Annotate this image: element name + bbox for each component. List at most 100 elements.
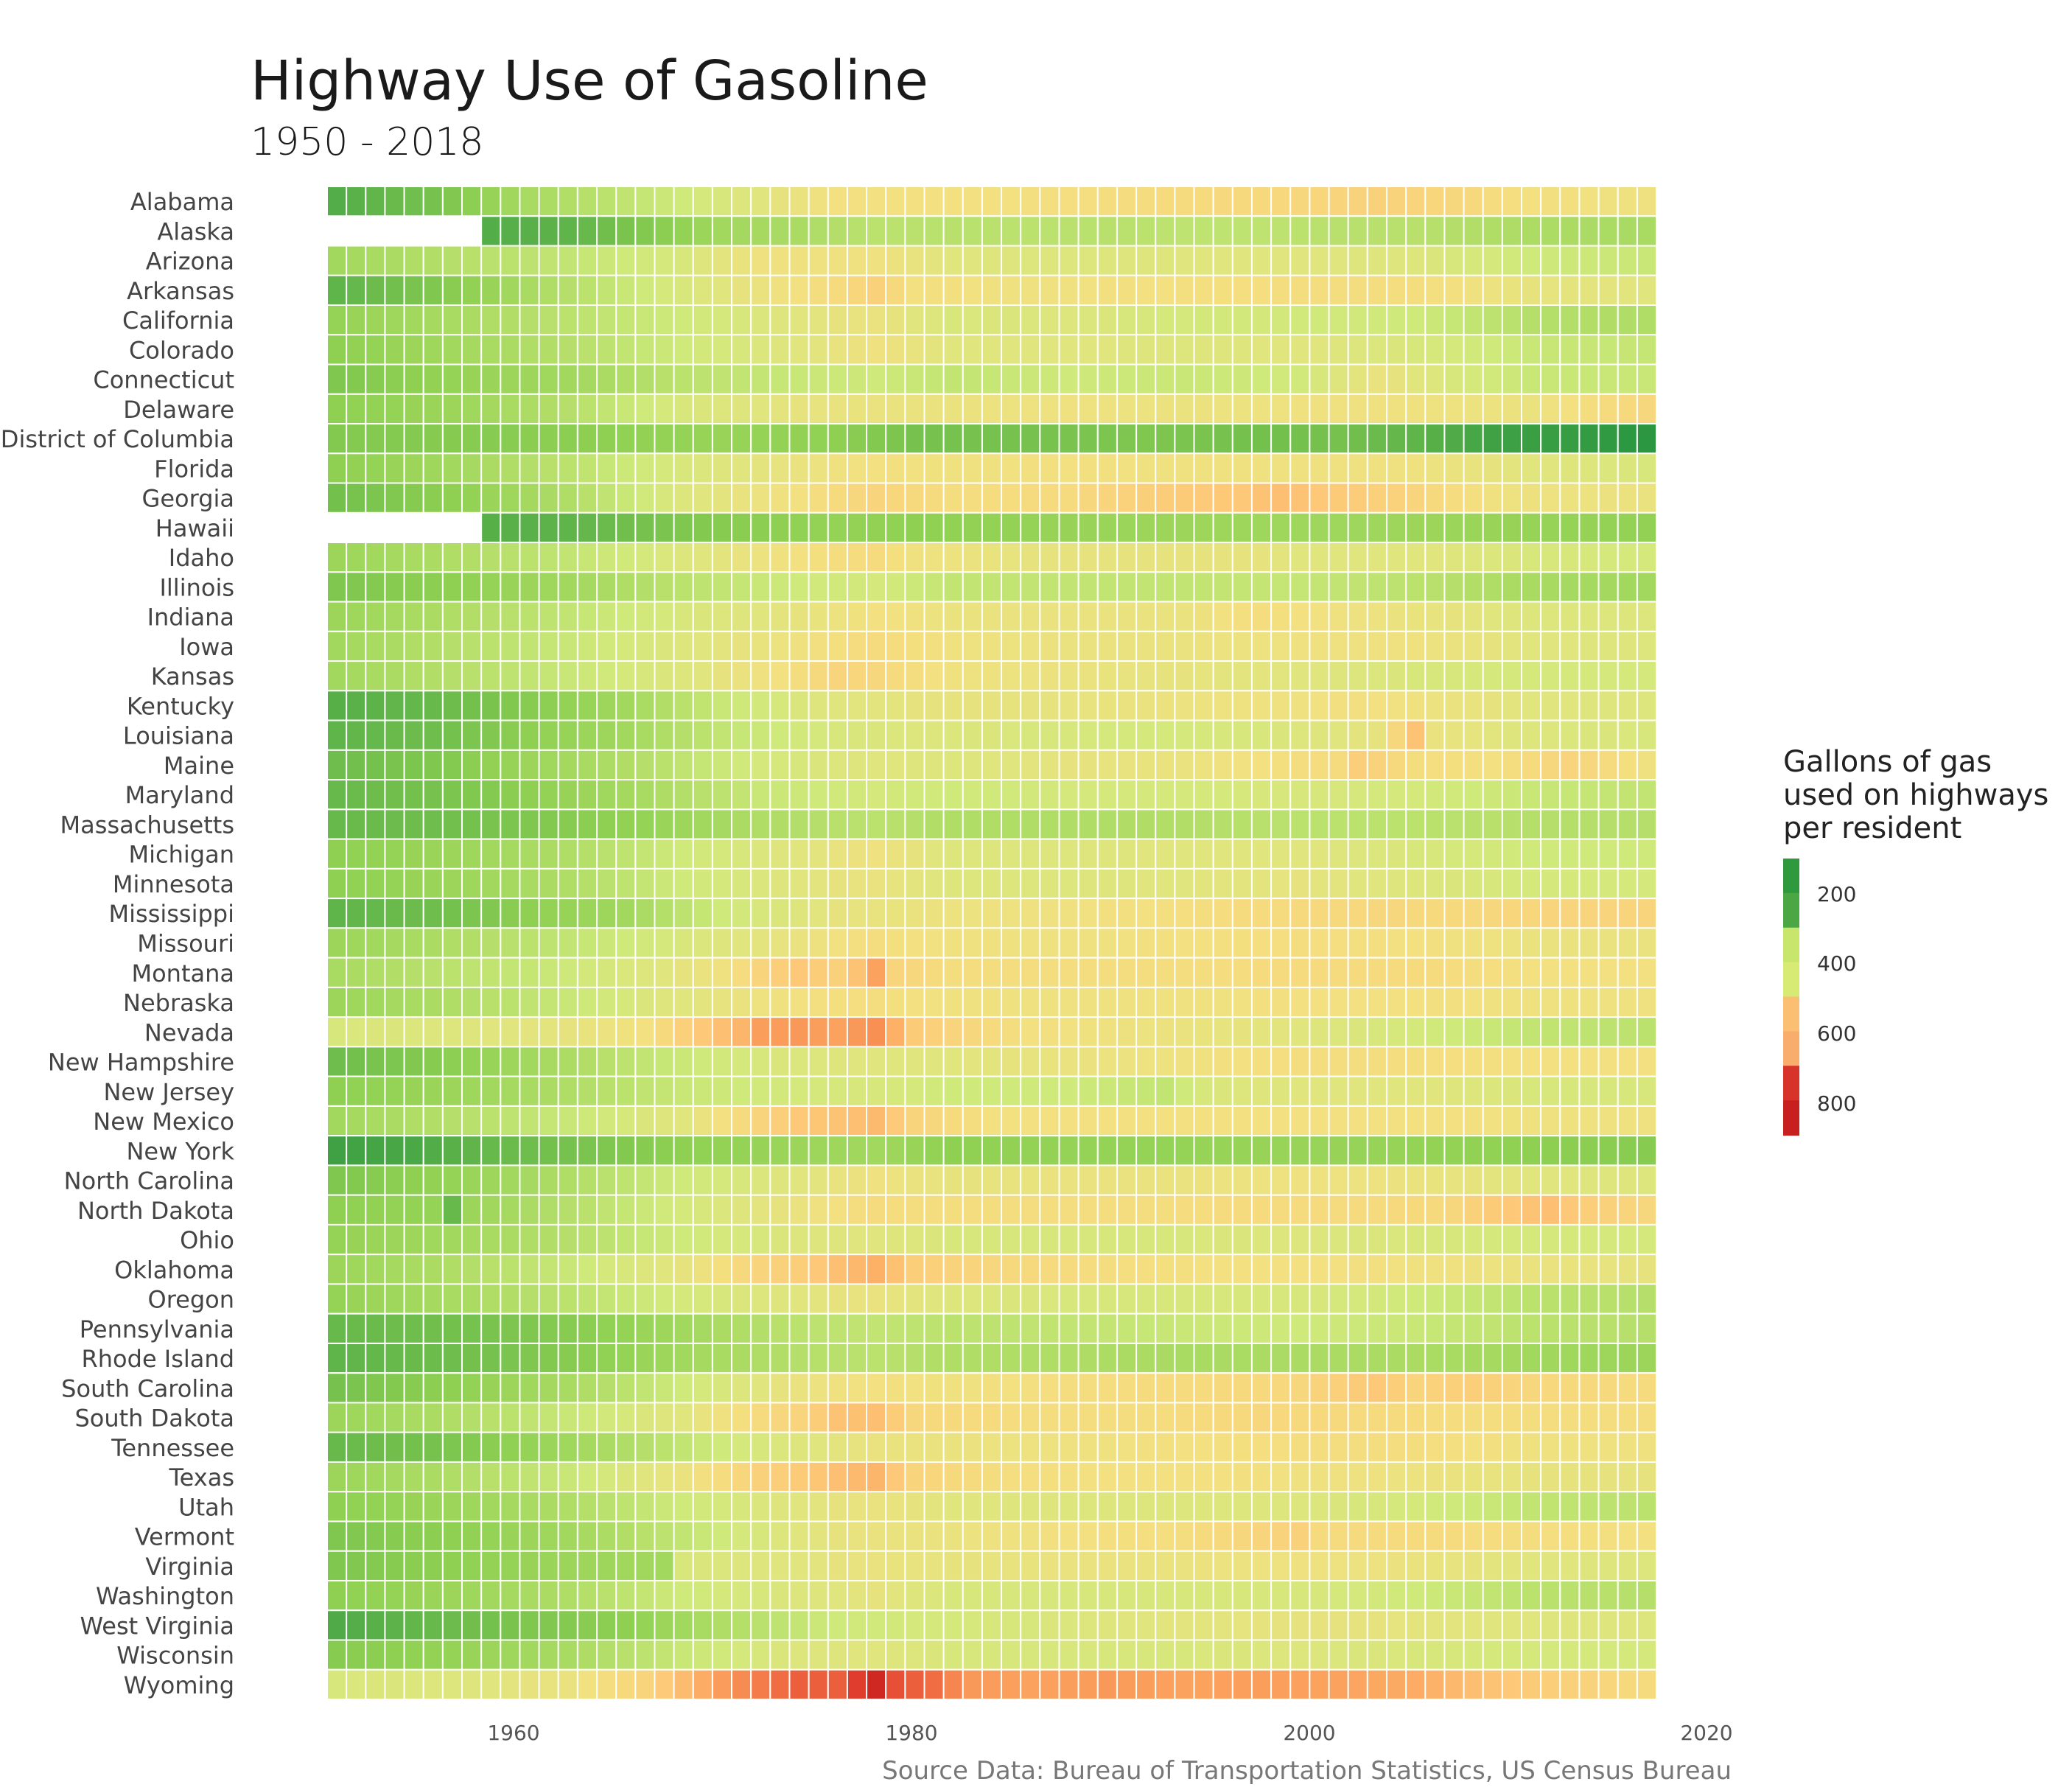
heatmap-cell (808, 1372, 829, 1404)
heatmap-cell (866, 1579, 887, 1612)
heatmap-cell (731, 660, 752, 692)
heatmap-cell (923, 749, 945, 781)
heatmap-cell (384, 749, 405, 781)
heatmap-cell (827, 986, 848, 1018)
heatmap-cell (788, 1342, 810, 1374)
heatmap-cell (1366, 571, 1387, 603)
heatmap-cell (634, 957, 656, 988)
heatmap-cell (1212, 1223, 1233, 1256)
row-label: Illinois (159, 573, 234, 601)
heatmap-cell (1058, 808, 1079, 840)
heatmap-cell (1020, 1254, 1041, 1285)
heatmap-cell (1289, 1579, 1311, 1612)
heatmap-cell (923, 1164, 945, 1196)
heatmap-cell (827, 660, 848, 692)
heatmap-cell (384, 1579, 405, 1612)
heatmap-cell (346, 1342, 367, 1374)
heatmap-cell (923, 986, 945, 1018)
heatmap-cell (827, 1520, 848, 1552)
heatmap-cell (1463, 542, 1484, 573)
heatmap-cell (1309, 1254, 1330, 1285)
heatmap-cell (365, 1609, 386, 1641)
heatmap-cell (461, 542, 483, 573)
heatmap-cell (654, 1075, 675, 1107)
heatmap-cell (885, 1668, 906, 1701)
heatmap-cell (1270, 452, 1292, 484)
heatmap-cell (557, 423, 578, 455)
heatmap-cell (1001, 898, 1022, 929)
heatmap-cell (519, 542, 540, 573)
heatmap-cell (1058, 1372, 1079, 1404)
heatmap-cell (576, 1254, 598, 1285)
heatmap-cell (346, 867, 367, 900)
heatmap-cell (1443, 1668, 1465, 1701)
heatmap-cell (827, 1668, 848, 1701)
heatmap-cell (1289, 1372, 1311, 1404)
heatmap-cell (1058, 749, 1079, 781)
heatmap-cell (1617, 186, 1638, 217)
heatmap-cell (1096, 1135, 1118, 1167)
heatmap-cell (769, 1550, 791, 1581)
heatmap-cell (519, 867, 540, 900)
heatmap-cell (1424, 660, 1446, 692)
heatmap-cell (461, 779, 483, 811)
heatmap-cell (480, 1372, 502, 1404)
heatmap-cell (1636, 749, 1657, 781)
heatmap-cell (1001, 1312, 1022, 1344)
heatmap-cell (1482, 1164, 1503, 1196)
heatmap-cell (1366, 867, 1387, 900)
heatmap-cell (692, 1194, 713, 1226)
heatmap-cell (596, 274, 617, 307)
heatmap-cell (1366, 542, 1387, 573)
heatmap-cell (1578, 1135, 1600, 1167)
heatmap-cell (1289, 245, 1311, 276)
heatmap-cell (1482, 749, 1503, 781)
heatmap-cell (1347, 1461, 1368, 1493)
heatmap-cell (1250, 334, 1273, 366)
heatmap-cell (1096, 749, 1118, 781)
heatmap-cell (731, 1461, 752, 1493)
heatmap-cell (1096, 1402, 1118, 1433)
heatmap-cell (1366, 1550, 1387, 1581)
heatmap-cell (1366, 749, 1387, 781)
heatmap-cell (981, 1431, 1003, 1463)
heatmap-cell (1463, 867, 1484, 900)
heatmap-cell (422, 1223, 444, 1256)
heatmap-cell (365, 660, 386, 692)
heatmap-cell (461, 1431, 483, 1463)
heatmap-cell (1020, 1668, 1041, 1701)
heatmap-cell (1463, 1461, 1484, 1493)
heatmap-cell (1116, 838, 1138, 870)
heatmap-cell (1540, 393, 1561, 425)
heatmap-cell (615, 452, 637, 484)
heatmap-cell (769, 690, 791, 721)
heatmap-cell (480, 1609, 502, 1641)
heatmap-cell (1501, 1668, 1522, 1701)
heatmap-cell (1636, 1105, 1657, 1137)
heatmap-cell (1058, 186, 1079, 217)
heatmap-cell (346, 808, 367, 840)
heatmap-cell (1174, 1223, 1195, 1256)
heatmap-cell (731, 304, 752, 336)
heatmap-cell (808, 838, 829, 870)
heatmap-cell (750, 393, 771, 425)
heatmap-cell (750, 363, 771, 395)
heatmap-cell (500, 452, 521, 484)
heatmap-cell (654, 363, 675, 395)
heatmap-cell (1328, 690, 1349, 721)
heatmap-cell (1385, 1431, 1407, 1463)
heatmap-cell (1366, 1135, 1387, 1167)
heatmap-cell (1443, 1579, 1465, 1612)
heatmap-cell (1366, 660, 1387, 692)
heatmap-cell (1520, 986, 1542, 1018)
heatmap-cell (1155, 1520, 1176, 1552)
heatmap-cell (1250, 957, 1273, 988)
heatmap-cell (596, 1461, 617, 1493)
heatmap-cell (1231, 1609, 1253, 1641)
heatmap-cell (480, 1075, 502, 1107)
heatmap-cell (788, 1194, 810, 1226)
heatmap-cell (788, 1372, 810, 1404)
heatmap-cell (519, 1461, 540, 1493)
heatmap-cell (1405, 986, 1427, 1018)
heatmap-cell (962, 1609, 983, 1641)
